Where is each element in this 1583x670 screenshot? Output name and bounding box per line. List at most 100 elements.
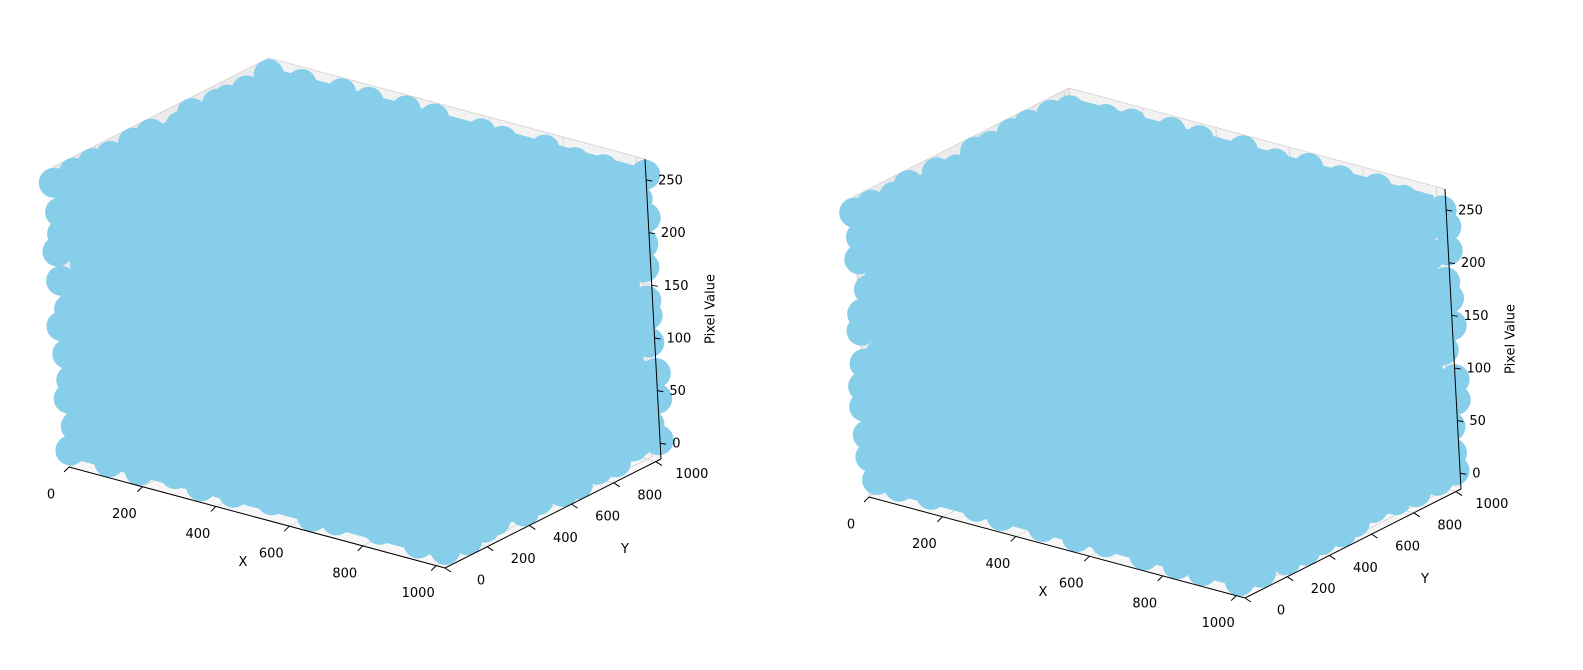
- x-tick: [283, 525, 290, 532]
- x-tick-label: 200: [112, 507, 137, 522]
- x-tick: [1010, 536, 1017, 542]
- y-axis-title: Y: [620, 542, 629, 557]
- y-tick: [1371, 533, 1378, 539]
- scatter-point: [839, 197, 870, 228]
- scatter-point: [38, 167, 69, 198]
- y-tick: [571, 503, 578, 509]
- x-axis-title: X: [239, 555, 248, 570]
- y-axis-line: [444, 458, 662, 569]
- y-tick-label: 800: [1437, 518, 1462, 533]
- x-tick-label: 800: [1132, 596, 1157, 611]
- x-tick: [137, 486, 143, 493]
- z-tick: [1460, 472, 1467, 475]
- z-tick-label: 0: [672, 437, 680, 452]
- z-tick: [660, 442, 667, 445]
- y-tick: [486, 546, 494, 552]
- z-axis-title: Pixel Value: [1504, 304, 1519, 374]
- x-tick-label: 400: [985, 557, 1010, 572]
- z-tick-label: 50: [1469, 414, 1486, 429]
- z-tick: [646, 179, 653, 182]
- x-tick: [1157, 575, 1164, 582]
- y-axis-line: [1244, 488, 1462, 599]
- y-tick-label: 400: [1353, 561, 1378, 576]
- y-tick: [1286, 576, 1294, 582]
- z-tick-label: 50: [669, 384, 686, 399]
- scatter-point: [852, 419, 883, 450]
- y-axis-title: Y: [1420, 572, 1429, 587]
- y-tick-label: 200: [1311, 582, 1336, 597]
- y-tick-label: 600: [595, 510, 620, 525]
- x-tick: [210, 506, 217, 512]
- z-tick: [1451, 314, 1458, 317]
- scatter-point-body: [65, 68, 649, 558]
- scatter3d-plot-left: 0 200 400 600 800 1000 0 200 400 600 800 1000 0 50 100…: [38, 57, 719, 601]
- scatter-point: [844, 244, 875, 275]
- z-tick-label: 100: [1467, 361, 1492, 376]
- z-tick: [1448, 262, 1456, 265]
- scatter-point: [55, 435, 86, 466]
- z-tick-label: 250: [658, 174, 683, 189]
- z-tick: [1454, 367, 1461, 370]
- y-tick-label: 1000: [675, 467, 708, 482]
- scatter-point: [848, 371, 879, 402]
- z-axis-line: [1444, 188, 1462, 490]
- z-tick-label: 200: [661, 226, 686, 241]
- y-tick-label: 600: [1395, 540, 1420, 555]
- y-tick: [655, 461, 663, 466]
- x-tick: [357, 545, 364, 552]
- x-axis-line: [868, 496, 1246, 599]
- scatter3d-plot-right: 0 200 400 600 800 1000 0 200 400 600 800 1000 0 50 100…: [839, 87, 1519, 631]
- x-tick: [430, 565, 437, 571]
- z-tick-label: 150: [664, 279, 689, 294]
- scatter-point: [630, 159, 661, 190]
- y-tick-label: 0: [477, 574, 485, 589]
- scatter-point: [846, 315, 877, 346]
- z-tick: [654, 337, 661, 340]
- x-tick: [863, 496, 870, 503]
- x-tick: [937, 516, 943, 523]
- z-tick-label: 200: [1461, 256, 1486, 271]
- y-tick: [1455, 491, 1463, 496]
- z-tick: [648, 232, 656, 235]
- pane-edge: [1068, 87, 1446, 190]
- scatter-point: [855, 441, 886, 472]
- x-tick-label: 200: [912, 537, 937, 552]
- scatter-points: [38, 59, 674, 565]
- scatter-point: [1436, 310, 1467, 341]
- scatter-point: [46, 265, 77, 296]
- z-tick-label: 0: [1472, 467, 1480, 482]
- y-tick: [444, 567, 452, 573]
- z-tick: [1446, 209, 1453, 212]
- y-tick-label: 400: [553, 531, 578, 546]
- x-tick-label: 1000: [1202, 616, 1235, 631]
- y-tick: [613, 482, 621, 488]
- scatter-point-body: [865, 98, 1449, 588]
- y-tick-label: 0: [1277, 604, 1285, 619]
- x-tick-label: 0: [47, 488, 55, 503]
- x-tick: [1083, 555, 1090, 562]
- x-tick: [1230, 595, 1237, 601]
- z-tick: [651, 284, 658, 287]
- x-tick-label: 0: [847, 518, 855, 533]
- z-axis-title: Pixel Value: [704, 274, 719, 344]
- y-tick-label: 200: [511, 552, 536, 567]
- x-axis-title: X: [1039, 585, 1048, 600]
- y-tick-label: 1000: [1475, 497, 1508, 512]
- y-tick: [1413, 512, 1421, 518]
- y-tick-label: 800: [637, 488, 662, 503]
- x-tick-label: 400: [185, 527, 210, 542]
- x-tick-label: 600: [259, 547, 284, 562]
- x-tick-label: 800: [332, 566, 357, 581]
- x-tick-label: 600: [1059, 577, 1084, 592]
- x-tick-label: 1000: [402, 586, 435, 601]
- pane-edge: [852, 87, 1070, 198]
- pane-edge: [268, 57, 646, 160]
- z-tick-label: 100: [667, 331, 692, 346]
- y-tick: [529, 525, 536, 530]
- z-tick-label: 250: [1458, 204, 1483, 219]
- z-axis-line: [644, 158, 662, 460]
- x-tick: [63, 466, 70, 473]
- y-tick: [1329, 555, 1336, 560]
- z-tick-label: 150: [1464, 309, 1489, 324]
- scatter-point: [849, 348, 880, 379]
